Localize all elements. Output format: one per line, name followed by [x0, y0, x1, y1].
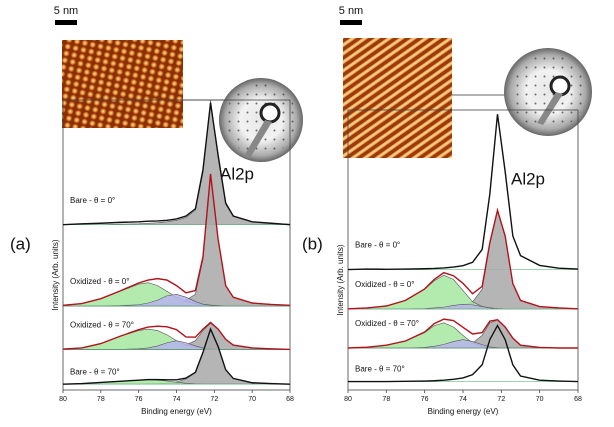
spectrum-label: Oxidized - θ = 70°: [70, 321, 134, 330]
figure: 80 78 76 74 72 70 68 Binding energy (eV) Intensi…: [0, 0, 614, 427]
images-a: [55, 20, 303, 162]
x-tick-label: 80: [59, 396, 67, 403]
x-tick-label: 68: [574, 396, 582, 403]
x-tick-label: 70: [248, 396, 256, 403]
spectrum-label: Bare - θ = 70°: [70, 367, 120, 376]
x-axis-label: Binding energy (eV): [141, 407, 212, 416]
annotation: Al2p: [511, 169, 545, 188]
x-tick-label: 78: [97, 396, 105, 403]
x-tick-label: 72: [210, 396, 218, 403]
x-tick-label: 78: [382, 396, 390, 403]
spectrum-label: Bare - θ = 0°: [355, 241, 400, 250]
x-tick-label: 76: [421, 396, 429, 403]
x-tick-label: 74: [173, 396, 181, 403]
y-axis-label: Intensity (Arb. units): [51, 239, 60, 310]
spectrum-label: Bare - θ = 70°: [355, 365, 405, 374]
images-b: [340, 20, 592, 158]
spectrum-label: Oxidized - θ = 70°: [355, 319, 419, 328]
x-tick-label: 68: [286, 396, 294, 403]
panel-label: (a): [10, 234, 31, 253]
spectrum-label: Oxidized - θ = 0°: [355, 280, 414, 289]
y-axis-label: Intensity (Arb. units): [336, 244, 345, 315]
scale-bar-label: 5 nm: [54, 5, 78, 17]
annotation: Al2p: [220, 164, 254, 183]
scale-bar-label: 5 nm: [339, 5, 363, 17]
x-axis-label: Binding energy (eV): [428, 407, 499, 416]
x-tick-label: 72: [497, 396, 505, 403]
x-tick-label: 74: [459, 396, 467, 403]
x-tick-label: 80: [344, 396, 352, 403]
spectrum-label: Oxidized - θ = 0°: [70, 277, 129, 286]
x-tick-label: 76: [135, 396, 143, 403]
x-tick-label: 70: [536, 396, 544, 403]
spectrum-label: Bare - θ = 0°: [70, 196, 115, 205]
panel-label: (b): [302, 234, 323, 253]
